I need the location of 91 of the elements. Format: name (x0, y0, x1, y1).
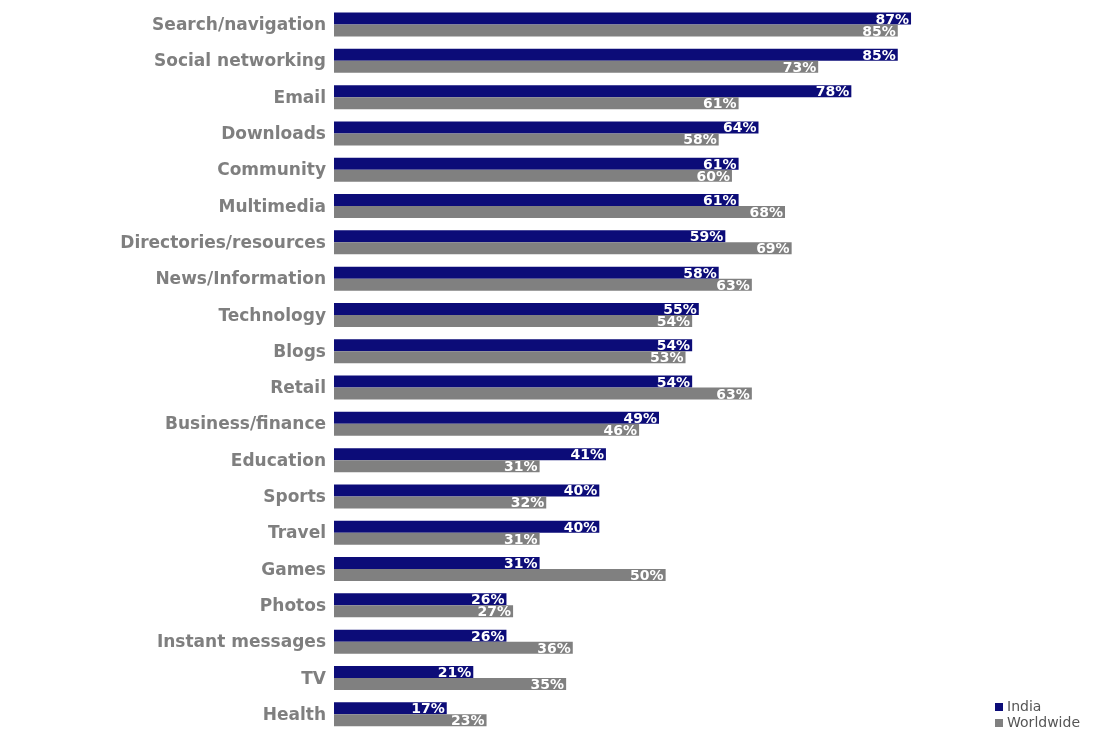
data-label: 61% (703, 192, 737, 209)
y-tick-label: Community (217, 159, 326, 180)
y-tick-label: Education (230, 449, 326, 470)
bar (334, 157, 739, 170)
data-label: 64% (722, 119, 757, 136)
data-label: 17% (411, 700, 445, 717)
data-label: 23% (451, 712, 485, 729)
y-tick-label: Health (262, 703, 326, 724)
data-label: 61% (703, 95, 737, 112)
bar (334, 121, 759, 134)
data-label: 41% (570, 446, 604, 463)
bar (334, 97, 739, 110)
y-tick-label: Travel (267, 522, 326, 543)
data-label: 31% (504, 458, 538, 475)
bar (334, 169, 732, 182)
y-tick-label: Email (273, 86, 326, 107)
bar (334, 242, 792, 255)
legend-label: India (1007, 698, 1042, 714)
bar (334, 24, 898, 37)
data-label: 54% (656, 373, 691, 390)
y-tick-label: Blogs (273, 340, 326, 361)
data-label: 40% (563, 482, 598, 499)
data-label: 31% (504, 555, 538, 572)
data-label: 59% (689, 228, 724, 245)
bar (334, 194, 739, 207)
y-tick-label: Multimedia (218, 195, 326, 216)
data-label: 85% (862, 46, 896, 63)
bar (334, 387, 752, 400)
data-label: 63% (716, 385, 750, 402)
bar (334, 460, 540, 473)
bar (334, 423, 640, 436)
data-label: 35% (530, 675, 565, 692)
bar (334, 569, 666, 582)
data-label: 50% (630, 567, 664, 584)
data-label: 53% (650, 349, 684, 366)
bar (334, 60, 819, 73)
data-label: 73% (782, 58, 817, 75)
data-label: 55% (663, 300, 697, 317)
bar (334, 484, 600, 497)
data-label: 87% (875, 10, 910, 27)
y-tick-label: Instant messages (156, 631, 326, 652)
data-label: 63% (716, 276, 750, 293)
y-tick-label: Business/finance (165, 413, 326, 434)
bar (334, 375, 693, 388)
y-tick-label: Directories/resources (120, 231, 326, 252)
data-label: 58% (683, 264, 717, 281)
data-label: 32% (510, 494, 545, 511)
data-label: 68% (749, 204, 784, 221)
data-label: 27% (477, 603, 512, 620)
y-tick-label: Technology (218, 304, 326, 325)
bar (334, 266, 719, 279)
bar (334, 557, 540, 570)
data-label: 49% (623, 409, 657, 426)
bar (334, 85, 852, 98)
bar (334, 351, 686, 364)
y-tick-label: News/Information (155, 268, 326, 289)
bar (334, 278, 752, 291)
y-tick-label: Social networking (154, 50, 326, 71)
y-tick-label: Downloads (221, 123, 326, 144)
y-tick-label: Sports (263, 486, 326, 507)
bar (334, 339, 693, 352)
bar (334, 133, 719, 146)
data-label: 21% (437, 663, 472, 680)
data-label: 26% (470, 627, 505, 644)
bar (334, 302, 699, 315)
bar (334, 411, 659, 424)
legend-label: Worldwide (1007, 714, 1080, 730)
bar (334, 641, 573, 654)
bar (334, 48, 898, 61)
data-label: 78% (815, 83, 850, 100)
bar (334, 230, 726, 243)
data-label: 36% (537, 639, 571, 656)
data-label: 58% (683, 131, 717, 148)
bar (334, 12, 912, 25)
data-label: 31% (504, 530, 538, 547)
bar (334, 520, 600, 533)
y-tick-label: Search/navigation (152, 14, 326, 35)
bar (334, 496, 547, 509)
data-label: 40% (563, 518, 598, 535)
bar (334, 677, 567, 690)
bar (334, 314, 693, 327)
y-tick-label: Photos (259, 594, 326, 615)
bar (334, 206, 786, 219)
data-label: 61% (703, 155, 737, 172)
bar (334, 532, 540, 545)
bar (334, 448, 606, 461)
data-label: 69% (756, 240, 790, 257)
bar (334, 605, 514, 618)
y-tick-label: Games (261, 558, 326, 579)
y-tick-label: TV (301, 667, 327, 688)
y-tick-label: Retail (270, 377, 326, 398)
